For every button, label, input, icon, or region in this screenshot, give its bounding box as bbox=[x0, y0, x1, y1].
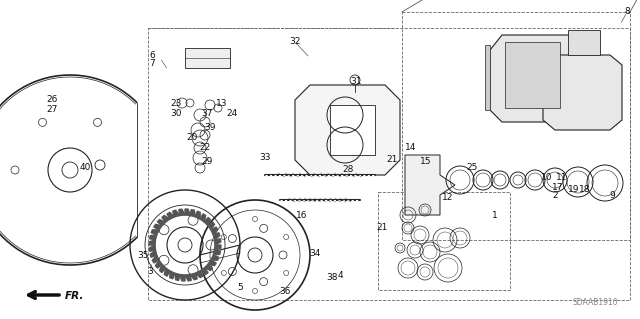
Text: 35: 35 bbox=[137, 250, 148, 259]
Polygon shape bbox=[190, 210, 195, 217]
Text: 25: 25 bbox=[467, 164, 477, 173]
Text: 5: 5 bbox=[237, 284, 243, 293]
Polygon shape bbox=[151, 230, 159, 235]
Bar bbox=[378, 192, 510, 290]
Polygon shape bbox=[213, 250, 220, 255]
Polygon shape bbox=[159, 264, 166, 272]
Text: 13: 13 bbox=[216, 99, 228, 108]
Polygon shape bbox=[180, 275, 185, 281]
Text: 37: 37 bbox=[201, 108, 212, 117]
Polygon shape bbox=[195, 271, 203, 278]
Polygon shape bbox=[490, 35, 580, 122]
Text: 17: 17 bbox=[552, 182, 564, 191]
Polygon shape bbox=[405, 155, 455, 215]
Polygon shape bbox=[162, 216, 170, 222]
Text: FR.: FR. bbox=[65, 291, 84, 301]
Polygon shape bbox=[149, 245, 156, 251]
Polygon shape bbox=[213, 233, 220, 240]
Text: 27: 27 bbox=[46, 106, 58, 115]
Text: 20: 20 bbox=[186, 133, 198, 143]
Polygon shape bbox=[179, 209, 185, 215]
Text: 1: 1 bbox=[492, 211, 498, 219]
Text: 19: 19 bbox=[568, 186, 580, 195]
Polygon shape bbox=[211, 255, 219, 260]
Bar bbox=[402, 12, 630, 240]
Polygon shape bbox=[485, 45, 490, 110]
Polygon shape bbox=[208, 260, 216, 266]
Polygon shape bbox=[204, 218, 211, 226]
Polygon shape bbox=[200, 268, 208, 274]
Text: 21: 21 bbox=[376, 224, 388, 233]
Text: 14: 14 bbox=[405, 144, 417, 152]
Text: 29: 29 bbox=[202, 158, 212, 167]
Polygon shape bbox=[157, 219, 166, 226]
Polygon shape bbox=[214, 239, 221, 245]
Polygon shape bbox=[170, 271, 175, 279]
Polygon shape bbox=[330, 105, 375, 155]
Text: 21: 21 bbox=[387, 155, 397, 165]
Text: SDAAB1910: SDAAB1910 bbox=[572, 298, 618, 307]
Bar bbox=[148, 28, 630, 300]
Polygon shape bbox=[152, 255, 159, 263]
Text: 22: 22 bbox=[200, 144, 211, 152]
Text: 33: 33 bbox=[259, 153, 271, 162]
Polygon shape bbox=[149, 240, 156, 245]
Polygon shape bbox=[200, 214, 205, 222]
Polygon shape bbox=[208, 222, 214, 230]
Text: 26: 26 bbox=[46, 95, 58, 105]
Polygon shape bbox=[173, 210, 180, 217]
Polygon shape bbox=[185, 275, 191, 281]
Polygon shape bbox=[150, 235, 157, 240]
Polygon shape bbox=[167, 212, 175, 219]
Polygon shape bbox=[150, 250, 157, 257]
Polygon shape bbox=[568, 30, 600, 55]
Text: 4: 4 bbox=[337, 271, 343, 279]
Polygon shape bbox=[190, 273, 197, 280]
Polygon shape bbox=[185, 209, 190, 215]
Text: 24: 24 bbox=[227, 108, 237, 117]
Text: 9: 9 bbox=[609, 190, 615, 199]
Text: 40: 40 bbox=[79, 164, 91, 173]
Text: 34: 34 bbox=[309, 249, 321, 257]
Text: 18: 18 bbox=[579, 186, 591, 195]
Text: 31: 31 bbox=[350, 78, 362, 86]
Polygon shape bbox=[204, 264, 212, 271]
Text: 10: 10 bbox=[541, 174, 553, 182]
Text: 15: 15 bbox=[420, 157, 432, 166]
Text: 7: 7 bbox=[149, 58, 155, 68]
Polygon shape bbox=[175, 273, 180, 280]
Text: 6: 6 bbox=[149, 50, 155, 60]
Bar bbox=[185, 48, 230, 68]
Polygon shape bbox=[543, 55, 622, 130]
Text: 38: 38 bbox=[326, 273, 338, 283]
Polygon shape bbox=[164, 268, 170, 276]
Text: 11: 11 bbox=[556, 174, 568, 182]
Polygon shape bbox=[195, 211, 200, 219]
Text: 12: 12 bbox=[442, 192, 454, 202]
Text: 39: 39 bbox=[204, 123, 216, 132]
Polygon shape bbox=[214, 245, 221, 250]
Polygon shape bbox=[505, 42, 560, 108]
Text: 30: 30 bbox=[170, 108, 182, 117]
Text: 3: 3 bbox=[147, 268, 153, 277]
Polygon shape bbox=[295, 85, 400, 175]
Text: 36: 36 bbox=[279, 287, 291, 296]
Text: 28: 28 bbox=[342, 166, 354, 174]
Text: 8: 8 bbox=[624, 8, 630, 17]
Polygon shape bbox=[211, 227, 218, 235]
Text: 23: 23 bbox=[170, 99, 182, 108]
Polygon shape bbox=[156, 260, 162, 268]
Polygon shape bbox=[154, 224, 162, 230]
Text: 2: 2 bbox=[552, 190, 558, 199]
Text: 32: 32 bbox=[289, 38, 301, 47]
Text: 16: 16 bbox=[296, 211, 308, 219]
